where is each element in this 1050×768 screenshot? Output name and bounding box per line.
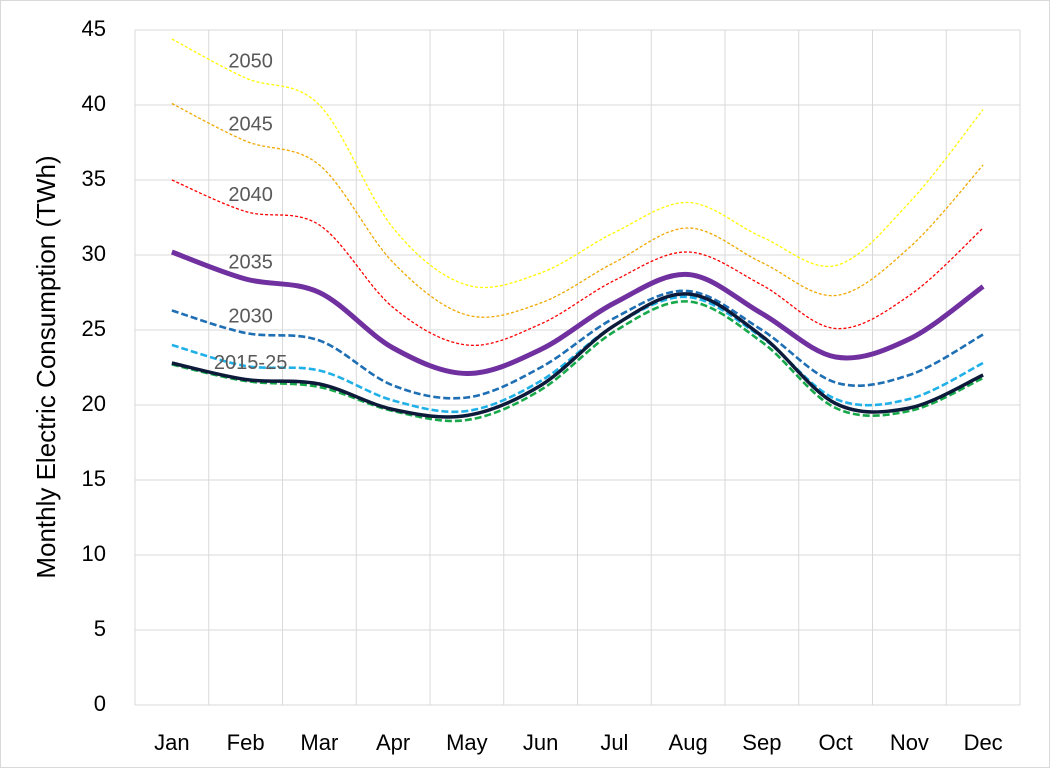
series-label: 2035: [228, 251, 273, 273]
x-tick-label: Feb: [227, 730, 265, 755]
series-label: 2015-25: [214, 352, 287, 374]
series-line: [171, 300, 984, 423]
x-tick-label: May: [446, 730, 488, 755]
series-label: 2030: [228, 305, 273, 327]
y-tick-label: 30: [82, 241, 106, 266]
y-tick-label: 5: [94, 616, 106, 641]
x-tick-label: Apr: [376, 730, 410, 755]
y-tick-label: 45: [82, 16, 106, 41]
series-label: 2050: [228, 50, 273, 72]
y-tick-label: 40: [82, 91, 106, 116]
y-axis-label: Monthly Electric Consumption (TWh): [31, 155, 61, 578]
x-tick-label: Jun: [523, 730, 558, 755]
x-tick-label: Jul: [600, 730, 628, 755]
y-tick-label: 35: [82, 166, 106, 191]
y-tick-label: 25: [82, 316, 106, 341]
series-label: 2040: [228, 184, 273, 206]
x-tick-label: Dec: [964, 730, 1003, 755]
y-tick-label: 20: [82, 391, 106, 416]
x-tick-label: Nov: [890, 730, 929, 755]
series-line: [171, 102, 984, 318]
series-line: [171, 289, 984, 400]
series-line: [171, 249, 985, 377]
y-tick-label: 0: [94, 691, 106, 716]
y-tick-label: 15: [82, 466, 106, 491]
x-tick-label: Sep: [742, 730, 781, 755]
y-tick-label: 10: [82, 541, 106, 566]
series-line: [171, 292, 984, 419]
x-tick-label: Oct: [819, 730, 853, 755]
series-line: [171, 179, 984, 347]
x-tick-label: Jan: [154, 730, 189, 755]
series-label: 2045: [228, 113, 273, 135]
x-tick-label: Mar: [300, 730, 338, 755]
x-tick-label: Aug: [669, 730, 708, 755]
series-line: [171, 38, 984, 289]
